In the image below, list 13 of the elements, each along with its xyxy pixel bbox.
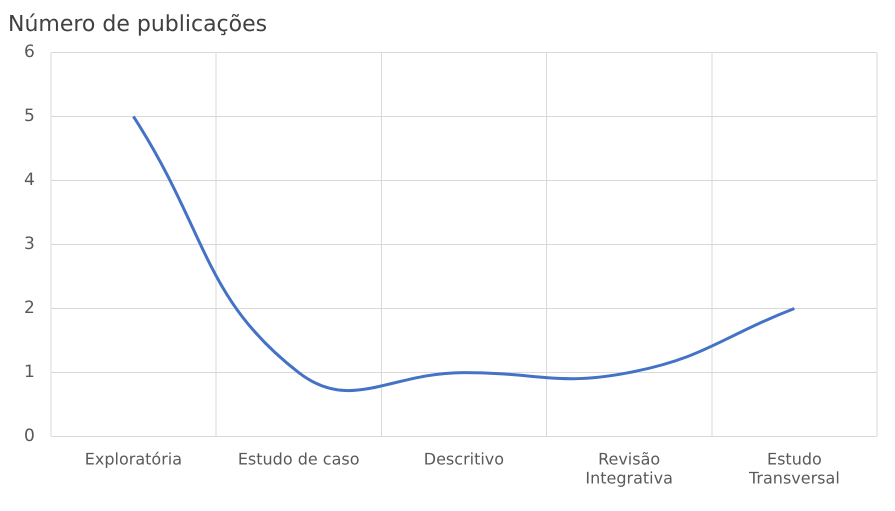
y-tick-label: 6 <box>24 42 35 62</box>
y-axis-title: Número de publicações <box>8 12 268 37</box>
y-tick-label: 0 <box>24 426 35 446</box>
x-tick-label: Descritivo <box>424 449 504 468</box>
y-tick-label: 2 <box>24 298 35 318</box>
y-tick-label: 3 <box>24 234 35 254</box>
y-tick-label: 5 <box>24 106 35 126</box>
x-tick-label: Estudo Transversal <box>748 449 840 488</box>
y-tick-label: 4 <box>24 170 35 190</box>
y-tick-label: 1 <box>24 362 35 382</box>
x-tick-label: Revisão Integrativa <box>585 449 673 488</box>
x-tick-label: Exploratória <box>84 449 182 468</box>
x-tick-label: Estudo de caso <box>238 449 360 468</box>
